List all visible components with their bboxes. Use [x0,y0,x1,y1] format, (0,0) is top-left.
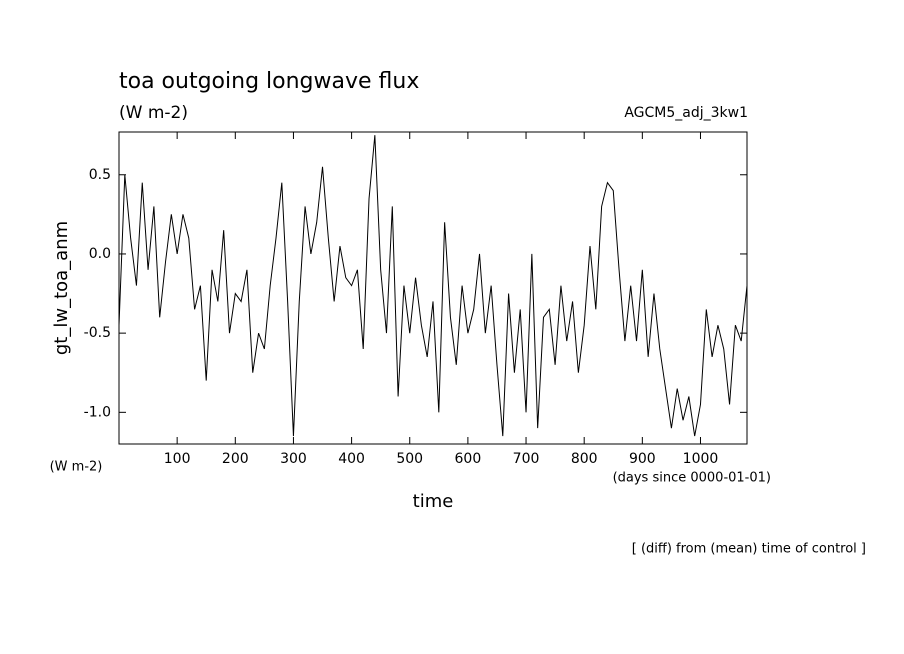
run-label: AGCM5_adj_3kw1 [624,105,748,121]
x-tick-label: 800 [571,451,598,467]
y-tick-label: 0.0 [89,246,111,262]
x-tick-label: 900 [629,451,656,467]
data-line [118,135,748,437]
y-tick-label: -0.5 [84,325,111,341]
x-unit: (days since 0000-01-01) [613,471,771,486]
y-tick-label: 0.5 [89,167,111,183]
note: [ (diff) from (mean) time of control ] [632,542,866,557]
x-tick-label: 700 [513,451,540,467]
x-tick-label: 300 [280,451,307,467]
x-tick-label: 100 [164,451,191,467]
y-unit: (W m-2) [50,460,103,475]
x-tick-label: 200 [222,451,249,467]
x-tick-label: 400 [338,451,365,467]
x-tick-label: 600 [455,451,482,467]
x-axis-label: time [413,491,454,512]
y-tick-label: -1.0 [84,404,111,420]
x-tick-label: 1000 [683,451,719,467]
y-axis-label: gt_lw_toa_anm [51,221,72,355]
x-tick-label: 500 [396,451,423,467]
chart-title: toa outgoing longwave flux [119,69,419,94]
subtitle: (W m-2) [119,103,188,123]
